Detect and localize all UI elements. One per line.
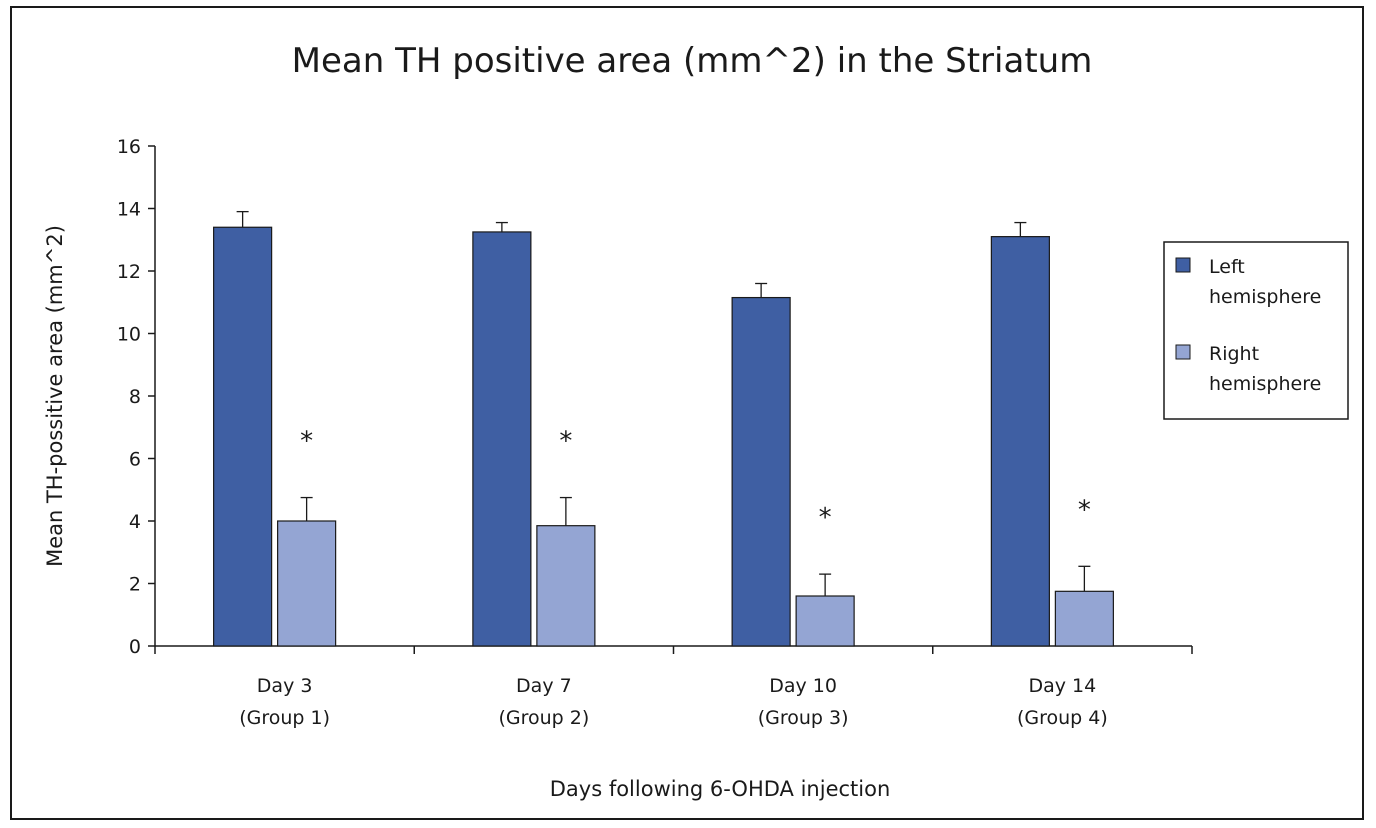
y-tick-label: 14: [117, 199, 141, 221]
y-axis: 0 2 4 6 8 10 12 14 16: [117, 136, 156, 658]
legend-swatch: [1175, 257, 1191, 273]
significance-asterisk: *: [559, 427, 572, 457]
y-tick-label: 12: [117, 261, 141, 283]
y-tick-label: 0: [129, 636, 141, 658]
x-axis: Day 3 (Group 1) Day 7 (Group 2) Day 10 (Group…: [154, 645, 1193, 729]
legend-box: [1163, 241, 1349, 420]
significance-asterisk: *: [300, 427, 313, 457]
chart-title: Mean TH positive area (mm^2) in the Stri…: [292, 41, 1093, 81]
bar-right: [795, 595, 855, 647]
y-tick-label: 4: [129, 511, 141, 533]
significance-markers: * * * *: [300, 427, 1091, 534]
x-tick-label: Day 7 (Group 2): [498, 675, 589, 729]
bar-right: [1054, 590, 1114, 647]
significance-asterisk: *: [819, 503, 832, 533]
legend-label: Left hemisphere: [1209, 256, 1321, 308]
significance-asterisk: *: [1078, 495, 1091, 525]
x-axis-label: Days following 6-OHDA injection: [550, 777, 891, 801]
bar-left: [472, 231, 532, 647]
legend-label: Right hemisphere: [1209, 343, 1321, 395]
y-tick-label: 16: [117, 136, 141, 158]
bar-left: [731, 296, 791, 647]
y-tick-label: 10: [117, 324, 141, 346]
bar-right: [536, 525, 596, 647]
x-tick-label: Day 14 (Group 4): [1017, 675, 1108, 729]
bar-left: [990, 236, 1050, 647]
y-tick-label: 2: [129, 574, 141, 596]
bar-left: [213, 226, 273, 647]
y-tick-label: 6: [129, 449, 141, 471]
legend-swatch: [1175, 344, 1191, 360]
bars: [213, 210, 1114, 647]
y-axis-label: Mean TH-possitive area (mm^2): [43, 225, 67, 567]
y-tick-label: 8: [129, 386, 141, 408]
legend: Left hemisphere Right hemisphere: [1163, 241, 1349, 420]
x-tick-label: Day 3 (Group 1): [239, 675, 330, 729]
bar-right: [277, 520, 337, 647]
x-tick-label: Day 10 (Group 3): [758, 675, 849, 729]
